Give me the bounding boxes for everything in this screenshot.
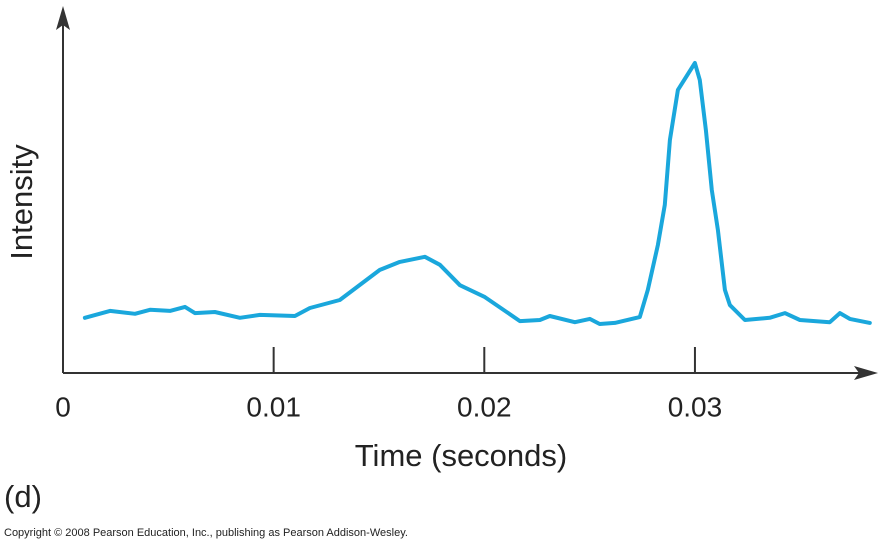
x-tick-label: 0.03 <box>668 391 723 422</box>
x-axis-label: Time (seconds) <box>355 438 567 473</box>
x-tick-label: 0.01 <box>246 391 301 422</box>
copyright: Copyright © 2008 Pearson Education, Inc.… <box>4 527 408 539</box>
y-axis-arrow <box>56 6 70 30</box>
x-tick-label: 0.02 <box>457 391 512 422</box>
y-axis-label: Intensity <box>4 144 39 260</box>
panel-label: (d) <box>4 479 42 514</box>
x-tick-label: 0 <box>55 391 71 422</box>
x-axis-arrow <box>854 366 878 380</box>
line-series <box>82 61 872 326</box>
